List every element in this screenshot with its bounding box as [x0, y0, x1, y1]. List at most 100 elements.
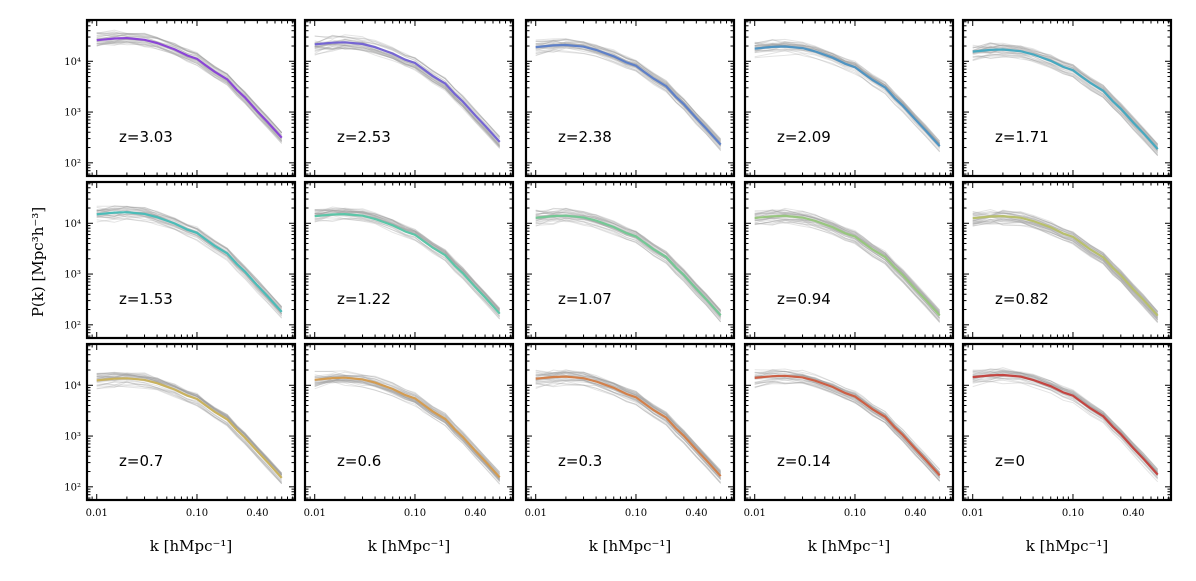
x-tick-label: 0.10: [844, 508, 866, 519]
x-tick-label: 0.40: [904, 508, 926, 519]
ensemble-line: [535, 371, 722, 474]
ensemble-line: [314, 206, 501, 309]
panel-ticks: [744, 182, 953, 338]
panel-frame: [743, 18, 955, 178]
ensemble-line: [314, 379, 501, 481]
redshift-label: z=0.3: [558, 452, 602, 470]
panel-11: 0.01 0.10 0.40 k [hMpc⁻¹] z=0.6: [304, 342, 515, 555]
ensemble-line: [972, 370, 1159, 473]
ensemble-line: [314, 47, 501, 148]
ensemble-line: [754, 217, 941, 319]
panel-10: 10⁴ 10³ 10² 0.01 0.10 0.40 k [hMpc⁻¹] z=0.7: [64, 342, 297, 555]
ensemble-line: [754, 211, 941, 314]
x-tick-label: 0.10: [186, 508, 208, 519]
ensemble-line: [754, 218, 941, 319]
ensemble-line: [972, 371, 1159, 472]
ensemble-line: [535, 213, 722, 312]
ensemble-line: [314, 46, 501, 147]
ensemble-line: [96, 40, 283, 142]
ensemble-line: [314, 375, 501, 476]
ensemble-line: [314, 381, 501, 485]
ensemble-line: [754, 39, 941, 142]
panel-ticks: [86, 344, 295, 500]
ensemble-line: [972, 380, 1159, 483]
panel-ticks: [525, 344, 734, 500]
x-tick-label: 0.01: [962, 508, 984, 519]
ensemble-line: [754, 379, 941, 481]
ensemble-line: [96, 207, 283, 310]
ensemble-line: [972, 46, 1159, 147]
ensemble-line: [535, 43, 722, 143]
ensemble-line: [972, 218, 1159, 321]
ensemble-line: [754, 42, 941, 145]
ensemble-line: [535, 218, 722, 323]
ensemble-line: [972, 368, 1159, 470]
ensemble-line: [314, 47, 501, 149]
redshift-label: z=0.94: [777, 290, 831, 308]
ensemble-line: [96, 215, 283, 316]
x-tick-label: 0.40: [464, 508, 486, 519]
series-line: [754, 45, 941, 147]
ensemble-line: [754, 376, 941, 479]
ensemble-line: [754, 209, 941, 314]
y-tick-label: 10⁴: [64, 219, 81, 230]
ensemble-line: [96, 375, 283, 476]
ensemble-line: [972, 371, 1159, 472]
ensemble-line: [972, 213, 1159, 315]
ensemble-line: [754, 377, 941, 480]
ensemble-line: [535, 371, 722, 473]
ensemble-line: [96, 372, 283, 474]
ensemble-line: [754, 369, 941, 473]
ensemble-line: [754, 41, 941, 144]
redshift-label: z=0: [995, 452, 1025, 470]
ensemble-line: [314, 208, 501, 310]
ensemble-line: [535, 217, 722, 319]
redshift-label: z=0.7: [119, 452, 163, 470]
ensemble-line: [96, 211, 283, 315]
ensemble-line: [972, 210, 1159, 313]
x-tick-label: 0.40: [685, 508, 707, 519]
ensemble-line: [314, 209, 501, 311]
ensemble-line: [96, 41, 283, 143]
panels-layer: 10⁴ 10³ 10² z=3.03 z=2.53 z=2.38 z=2.09 z=1.71 1…: [64, 18, 1173, 555]
ensemble-line: [972, 220, 1159, 324]
redshift-label: z=2.38: [558, 128, 612, 146]
ensemble-line: [96, 371, 283, 476]
ensemble-line: [535, 217, 722, 320]
ensemble-line: [535, 41, 722, 142]
redshift-label: z=0.82: [995, 290, 1049, 308]
ensemble-line: [535, 369, 722, 472]
x-axis-title: k [hMpc⁻¹]: [589, 537, 672, 555]
ensemble-line: [972, 53, 1159, 156]
ensemble-line: [314, 378, 501, 481]
ensemble-line: [972, 51, 1159, 152]
ensemble-line: [314, 45, 501, 147]
ensemble-line: [972, 51, 1159, 152]
ensemble-line: [754, 221, 941, 323]
ensemble-line: [972, 52, 1159, 153]
ensemble-line: [754, 50, 941, 153]
panel-ticks: [86, 20, 295, 176]
ensemble-line: [96, 209, 283, 311]
ensemble-line: [754, 209, 941, 312]
y-tick-label: 10⁴: [64, 381, 81, 392]
ensemble-line: [972, 44, 1159, 147]
ensemble-line: [314, 39, 501, 140]
ensemble-line: [972, 216, 1159, 319]
panel-frame: [743, 180, 955, 340]
ensemble-line: [314, 208, 501, 309]
redshift-label: z=2.09: [777, 128, 831, 146]
ensemble-line: [314, 35, 501, 138]
series-line: [535, 375, 722, 477]
ensemble-line: [535, 382, 722, 484]
ensemble-line: [96, 372, 283, 475]
ensemble-line: [96, 38, 283, 141]
ensemble-line: [96, 374, 283, 477]
ensemble-line: [972, 45, 1159, 147]
ensemble-line: [535, 377, 722, 481]
series-line: [535, 43, 722, 146]
ensemble-line: [535, 207, 722, 312]
panel-frame: [303, 18, 515, 178]
ensemble-line: [96, 378, 283, 481]
ensemble-line: [314, 209, 501, 313]
